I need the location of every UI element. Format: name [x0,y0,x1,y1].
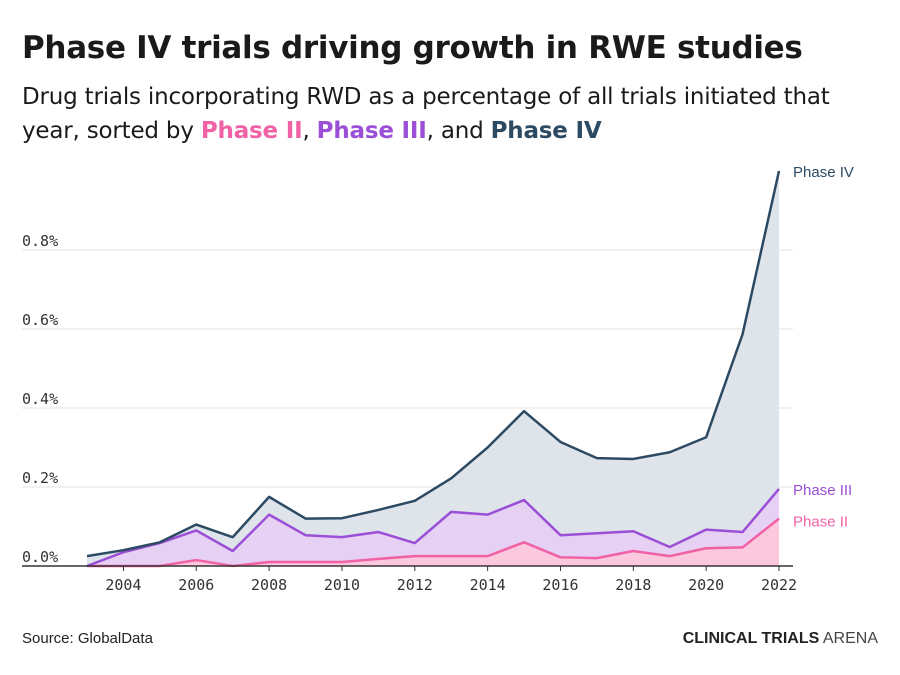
x-tick-label: 2016 [542,576,578,594]
x-tick-label: 2006 [178,576,214,594]
x-tick-label: 2014 [470,576,506,594]
subtitle-phase3: Phase III [316,118,427,144]
y-tick-label: 0.8% [22,232,58,250]
line-phase-ii [87,517,780,568]
brand-light: ARENA [822,630,878,647]
subtitle-phase4: Phase IV [490,118,602,144]
chart-title: Phase IV trials driving growth in RWE st… [22,30,803,66]
source-note: Source: GlobalData [22,630,153,647]
x-tick-label: 2018 [615,576,651,594]
subtitle-phase2: Phase II [200,118,303,144]
x-tick-label: 2020 [688,576,724,594]
x-tick-label: 2022 [761,576,797,594]
y-tick-label: 0.2% [22,469,58,487]
series-label-phase-ii: Phase II [793,514,848,531]
series-label-phase-iv: Phase IV [793,164,854,181]
x-tick-label: 2004 [105,576,141,594]
brand-bold: CLINICAL TRIALS [682,630,820,647]
area-phase-iv [87,171,779,566]
area-phase-iii [87,488,779,566]
brand-logo: CLINICAL TRIALS ARENA [683,630,878,648]
y-tick-label: 0.4% [22,390,58,408]
subtitle-sep: , [302,118,317,144]
subtitle-text: Drug trials incorporating RWD as a perce… [22,84,830,144]
line-phase-iv [86,170,781,558]
series-label-phase-iii: Phase III [793,482,852,499]
x-tick-label: 2008 [251,576,287,594]
x-tick-label: 2010 [324,576,360,594]
x-tick-label: 2012 [397,576,433,594]
line-phase-iii [86,488,780,568]
chart-subtitle: Drug trials incorporating RWD as a perce… [22,80,892,148]
subtitle-sep: , and [426,118,491,144]
y-tick-label: 0.0% [22,548,58,566]
y-tick-label: 0.6% [22,311,58,329]
